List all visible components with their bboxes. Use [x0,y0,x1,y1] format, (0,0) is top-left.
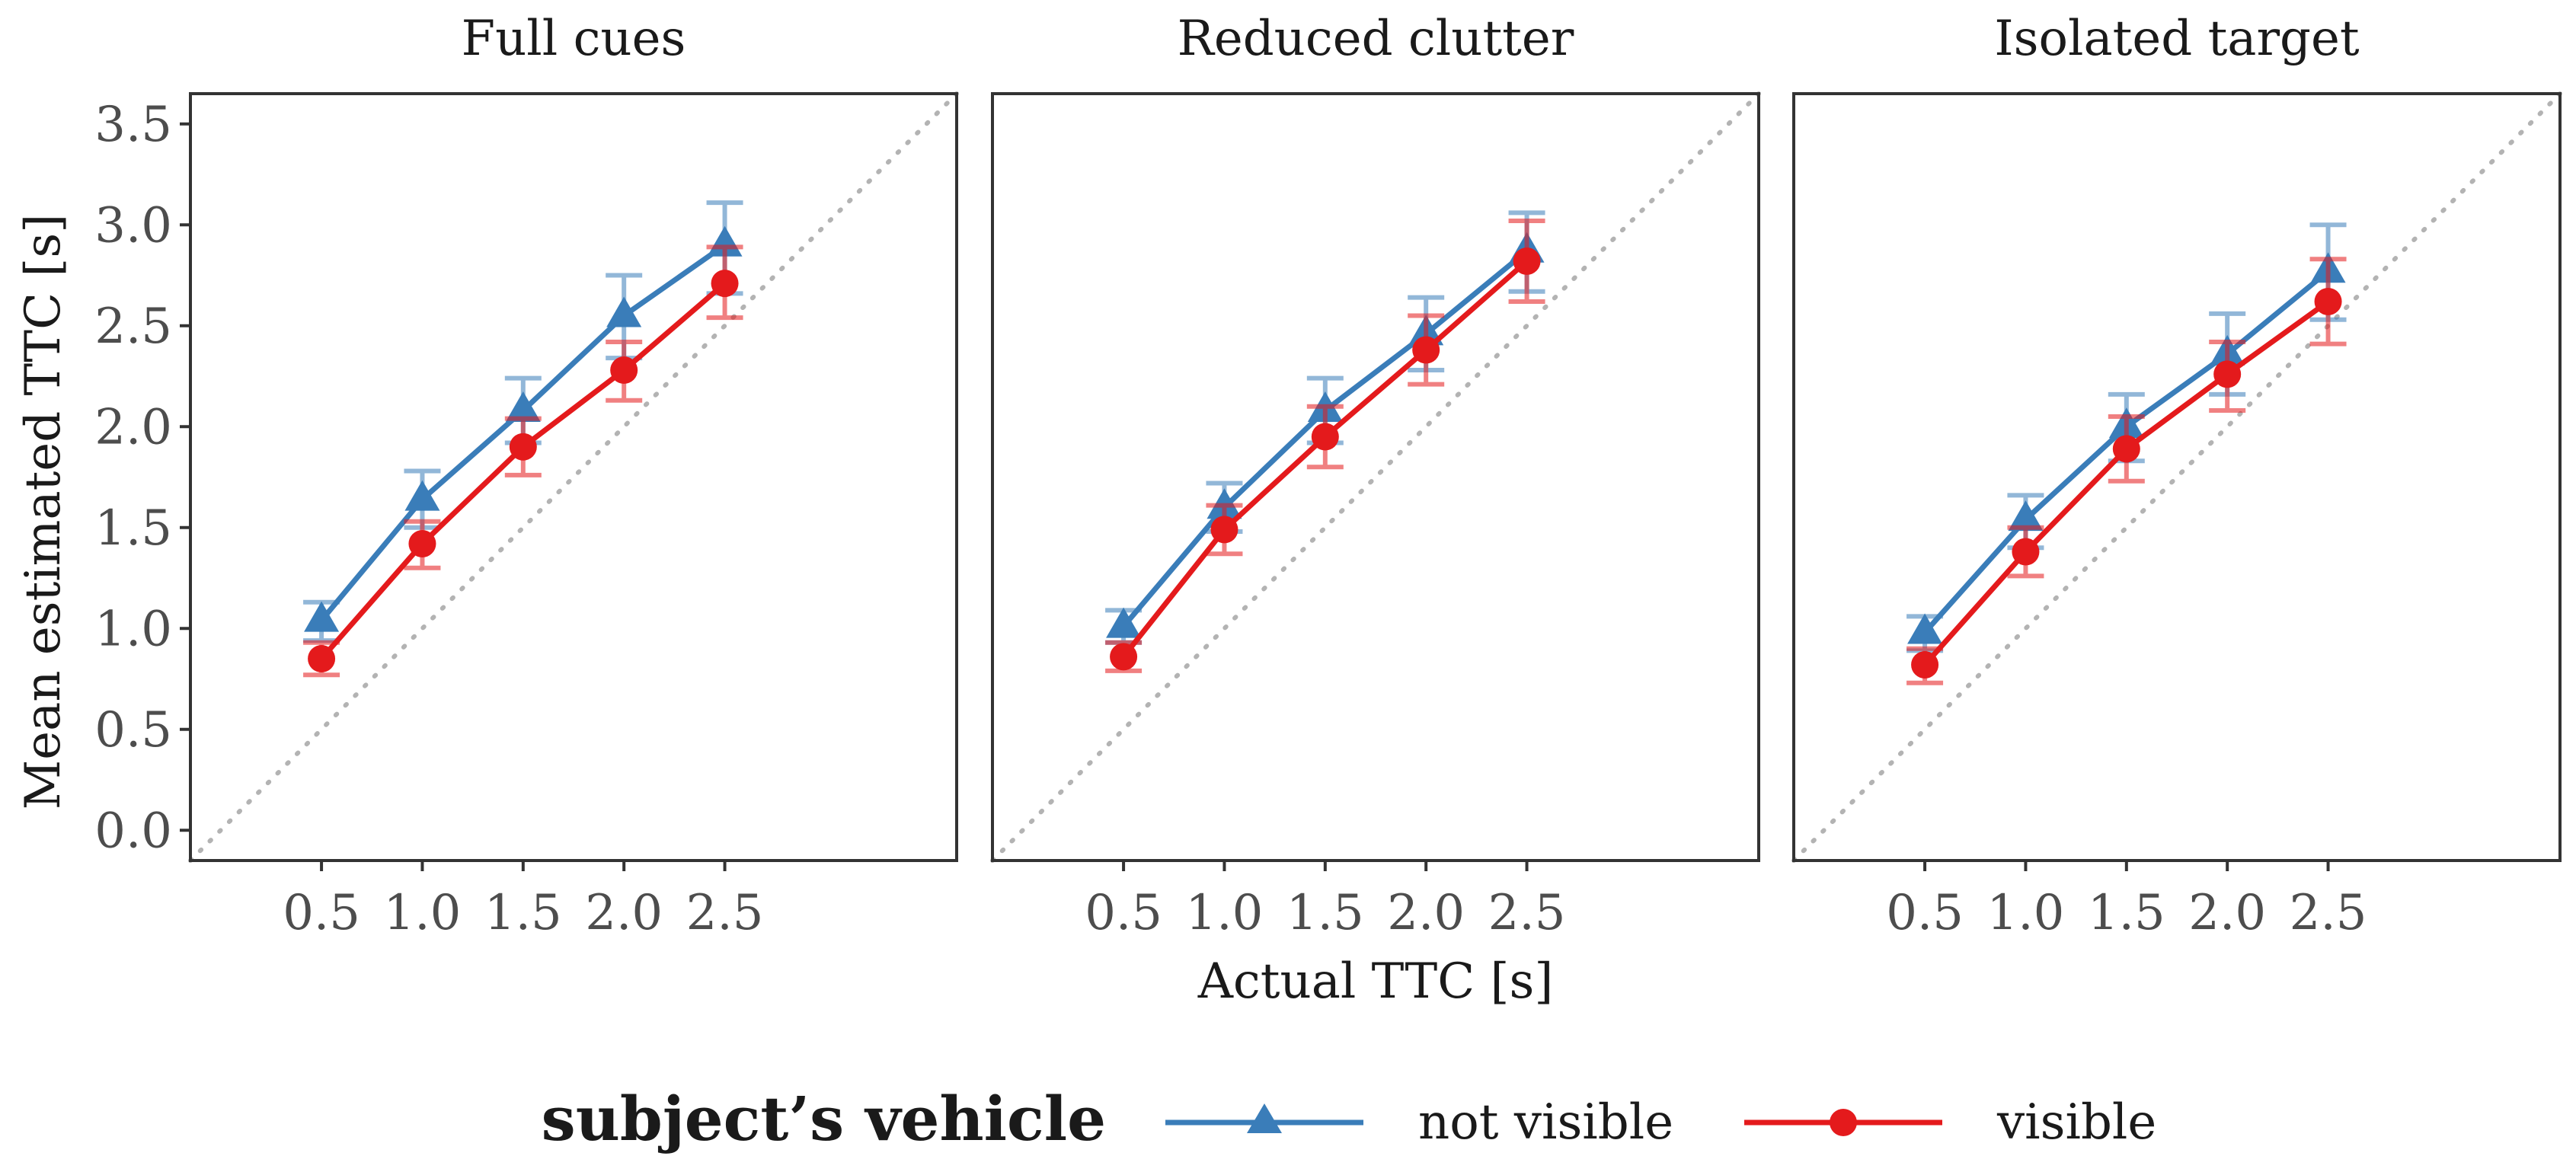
x-tick-label: 1.0 [1186,885,1264,941]
x-tick-label: 2.0 [585,885,663,941]
data-point-circle [1311,423,1339,451]
panel-title: Isolated target [1994,11,2360,67]
x-tick-label: 2.5 [1488,885,1566,941]
x-tick-label: 1.5 [2088,885,2165,941]
x-tick-label: 2.0 [1387,885,1465,941]
data-point-triangle [304,601,340,632]
x-tick-label: 0.5 [1085,885,1162,941]
data-point-triangle [404,480,440,511]
legend: subject’s vehicle not visible visible [542,1083,2157,1154]
panel-full-cues: Full cues 0.5 1.0 1.5 2.0 2.5 0.0 0.5 1.0 1.5 2.0 2… [94,11,959,941]
identity-reference-line [188,91,959,863]
x-tick-label: 0.5 [1886,885,1964,941]
data-point-circle [711,270,739,298]
panel-title: Full cues [462,11,686,67]
legend-label-visible: visible [1996,1094,2156,1151]
x-tick-label: 2.5 [2290,885,2367,941]
x-tick-label: 1.0 [384,885,462,941]
panel-frame [991,92,1760,862]
panel-frame [189,92,958,862]
y-tick-label: 0.0 [94,803,172,859]
y-tick-label: 3.0 [94,197,172,254]
y-tick-label: 2.5 [94,299,172,355]
data-point-circle [509,433,537,461]
x-tick-label: 1.0 [1987,885,2065,941]
panel-reduced-clutter: Reduced clutter 0.5 1.0 1.5 2.0 2.5 [990,11,1761,941]
x-tick-label: 1.5 [484,885,562,941]
y-axis-title: Mean estimated TTC [s] [15,214,72,810]
data-point-circle [1110,643,1138,671]
legend-title: subject’s vehicle [542,1083,1106,1154]
panel-frame [1792,92,2562,862]
data-point-triangle [2008,500,2044,532]
x-tick-label: 0.5 [283,885,360,941]
identity-reference-line [1791,91,2562,863]
data-point-triangle [1907,613,1943,644]
data-point-circle [2213,360,2242,388]
data-point-circle [2314,287,2342,315]
panels: Full cues 0.5 1.0 1.5 2.0 2.5 0.0 0.5 1.0 1.5 2.0 2… [94,11,2562,941]
data-point-circle [1911,650,1939,679]
data-point-triangle [505,391,541,423]
data-point-circle [2112,435,2140,463]
data-point-circle [1513,247,1541,275]
data-point-circle [610,356,638,385]
x-tick-label: 2.0 [2188,885,2266,941]
data-point-circle [408,529,436,557]
data-point-circle [1412,336,1440,364]
legend-label-not-visible: not visible [1418,1094,1673,1151]
legend-circle-marker [1830,1109,1857,1136]
panel-title: Reduced clutter [1178,11,1574,67]
data-point-triangle [606,296,642,327]
identity-reference-line [990,91,1761,863]
y-tick-label: 1.5 [94,500,172,557]
y-tick-label: 0.5 [94,702,172,758]
x-tick-label: 1.5 [1286,885,1364,941]
x-tick-label: 2.5 [686,885,764,941]
y-tick-label: 1.0 [94,601,172,657]
legend-triangle-marker [1247,1103,1282,1133]
panel-isolated-target: Isolated target 0.5 1.0 1.5 2.0 2.5 [1791,11,2562,941]
y-tick-label: 3.5 [94,97,172,153]
data-point-triangle [1106,607,1142,638]
series-visible [303,244,743,678]
data-point-circle [2012,538,2040,566]
y-tick-label: 2.0 [94,399,172,455]
x-axis-title: Actual TTC [s] [1197,953,1554,1010]
data-point-circle [308,645,336,672]
data-point-circle [1210,516,1238,544]
series-visible [1906,257,2347,685]
series-visible [1105,218,1545,673]
